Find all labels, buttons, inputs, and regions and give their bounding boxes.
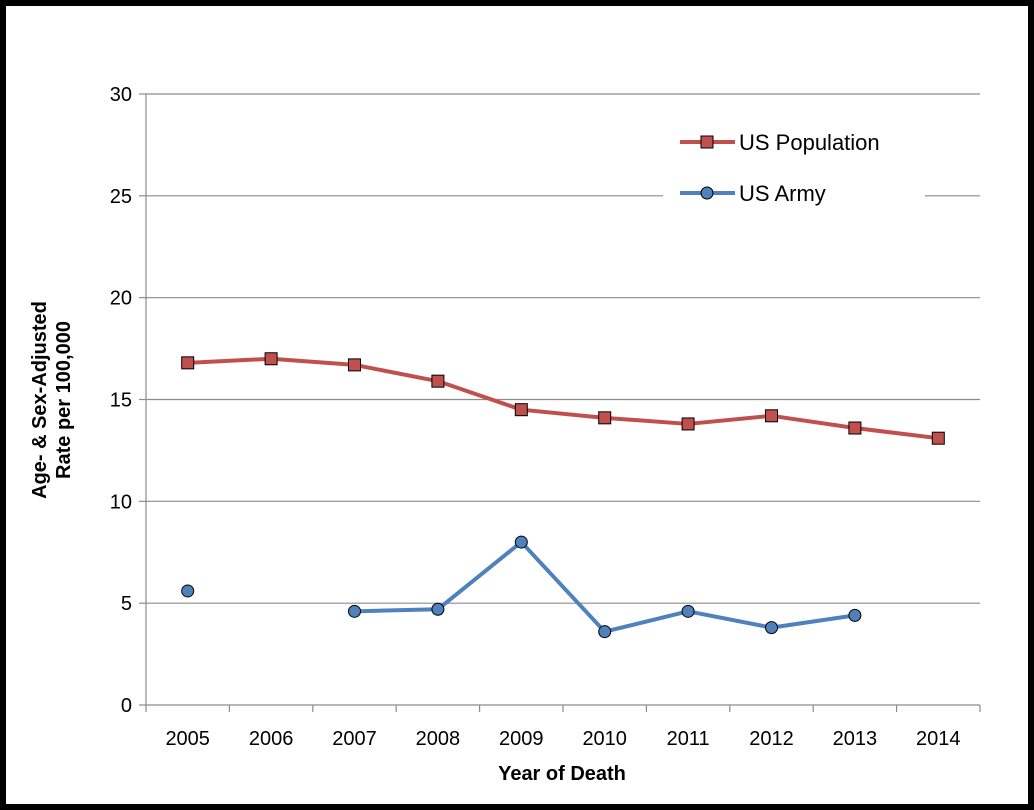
x-tick-label-2008: 2008 [416, 728, 461, 750]
point-us-population-2008 [431, 374, 445, 388]
legend-marker-us-population [700, 135, 714, 149]
legend-label-us-army: US Army [739, 181, 826, 206]
x-tick-label-2006: 2006 [249, 728, 294, 750]
y-tick-label-20: 20 [110, 288, 132, 310]
point-us-population-2006 [264, 352, 278, 366]
x-tick-label-2013: 2013 [833, 728, 878, 750]
series-group [181, 352, 945, 639]
series-line-us-population-0 [187, 356, 939, 441]
point-us-population-2011 [681, 417, 695, 431]
gridlines [139, 93, 980, 706]
x-tick-label-2005: 2005 [165, 728, 210, 750]
point-us-army-2009 [514, 535, 528, 549]
axes [145, 94, 981, 712]
y-axis-title: Age- & Sex-Adjusted Rate per 100,000 [29, 301, 75, 499]
y-axis-title-line-1: Age- & Sex-Adjusted [29, 301, 51, 499]
x-tick-labels: 2005 2006 2007 2008 2009 2010 2011 2012 2013 2014 [165, 728, 960, 750]
y-tick-label-15: 15 [110, 390, 132, 412]
y-axis-title-line-2: Rate per 100,000 [53, 321, 75, 479]
point-us-population-2005 [181, 356, 195, 370]
point-us-population-2010 [598, 411, 612, 425]
point-us-population-2013 [848, 421, 862, 435]
x-tick-label-2012: 2012 [749, 728, 794, 750]
point-us-army-2008 [431, 602, 445, 616]
y-tick-label-30: 30 [110, 84, 132, 106]
legend: US Population US Army [663, 122, 925, 217]
point-us-army-2005 [181, 584, 195, 598]
x-tick-label-2011: 2011 [667, 728, 710, 750]
series-us-population [181, 352, 945, 445]
legend-entry-us-population: US Population [680, 130, 880, 155]
point-us-population-2014 [931, 431, 945, 445]
y-tick-label-25: 25 [110, 186, 132, 208]
point-us-population-2012 [765, 409, 778, 423]
y-tick-labels: 0 5 10 15 20 25 30 [110, 84, 132, 717]
point-us-army-2011 [681, 604, 695, 618]
y-tick-label-5: 5 [121, 593, 132, 615]
y-tick-label-0: 0 [121, 695, 132, 717]
point-us-population-2009 [514, 403, 528, 417]
series-us-army [181, 535, 862, 639]
point-us-army-2012 [765, 621, 778, 635]
series-line-us-army-1 [354, 540, 856, 634]
y-tick-label-10: 10 [110, 491, 132, 513]
x-tick-label-2007: 2007 [332, 728, 377, 750]
legend-entry-us-army: US Army [680, 181, 826, 206]
x-tick-label-2014: 2014 [916, 728, 961, 750]
x-tick-label-2010: 2010 [582, 728, 627, 750]
point-us-population-2007 [348, 358, 361, 372]
point-us-army-2013 [848, 608, 862, 622]
legend-marker-us-army [700, 186, 714, 200]
x-axis-title: Year of Death [498, 763, 626, 785]
legend-label-us-population: US Population [739, 130, 880, 155]
point-us-army-2007 [348, 604, 361, 618]
x-tick-label-2009: 2009 [499, 728, 544, 750]
point-us-army-2010 [598, 625, 612, 639]
